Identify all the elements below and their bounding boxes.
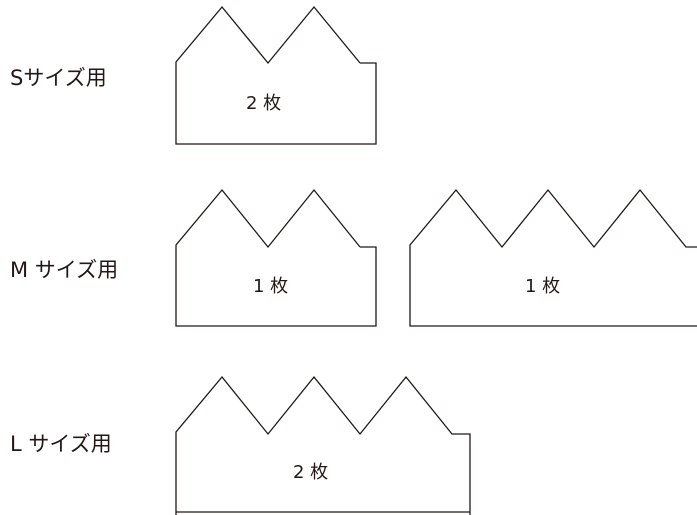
piece-count-s: 2 枚: [246, 93, 281, 114]
piece-count-m-2: 1 枚: [525, 276, 560, 297]
row-label-s: Sサイズ用: [10, 66, 107, 90]
crown-piece-m-2: 1 枚: [409, 188, 697, 327]
row-label-m: M サイズ用: [10, 258, 119, 282]
crown-outline-s: [175, 5, 377, 145]
piece-count-l: 2 枚: [293, 462, 328, 483]
crown-piece-m-1: 1 枚: [175, 188, 377, 327]
row-label-l: L サイズ用: [10, 432, 112, 456]
crown-outline-m-2: [409, 188, 697, 327]
crown-outline-l: [175, 375, 471, 515]
crown-piece-s: 2 枚: [175, 5, 377, 145]
crown-outline-m-1: [175, 188, 377, 327]
piece-count-m-1: 1 枚: [253, 276, 288, 297]
crown-piece-l: 2 枚: [175, 375, 471, 515]
